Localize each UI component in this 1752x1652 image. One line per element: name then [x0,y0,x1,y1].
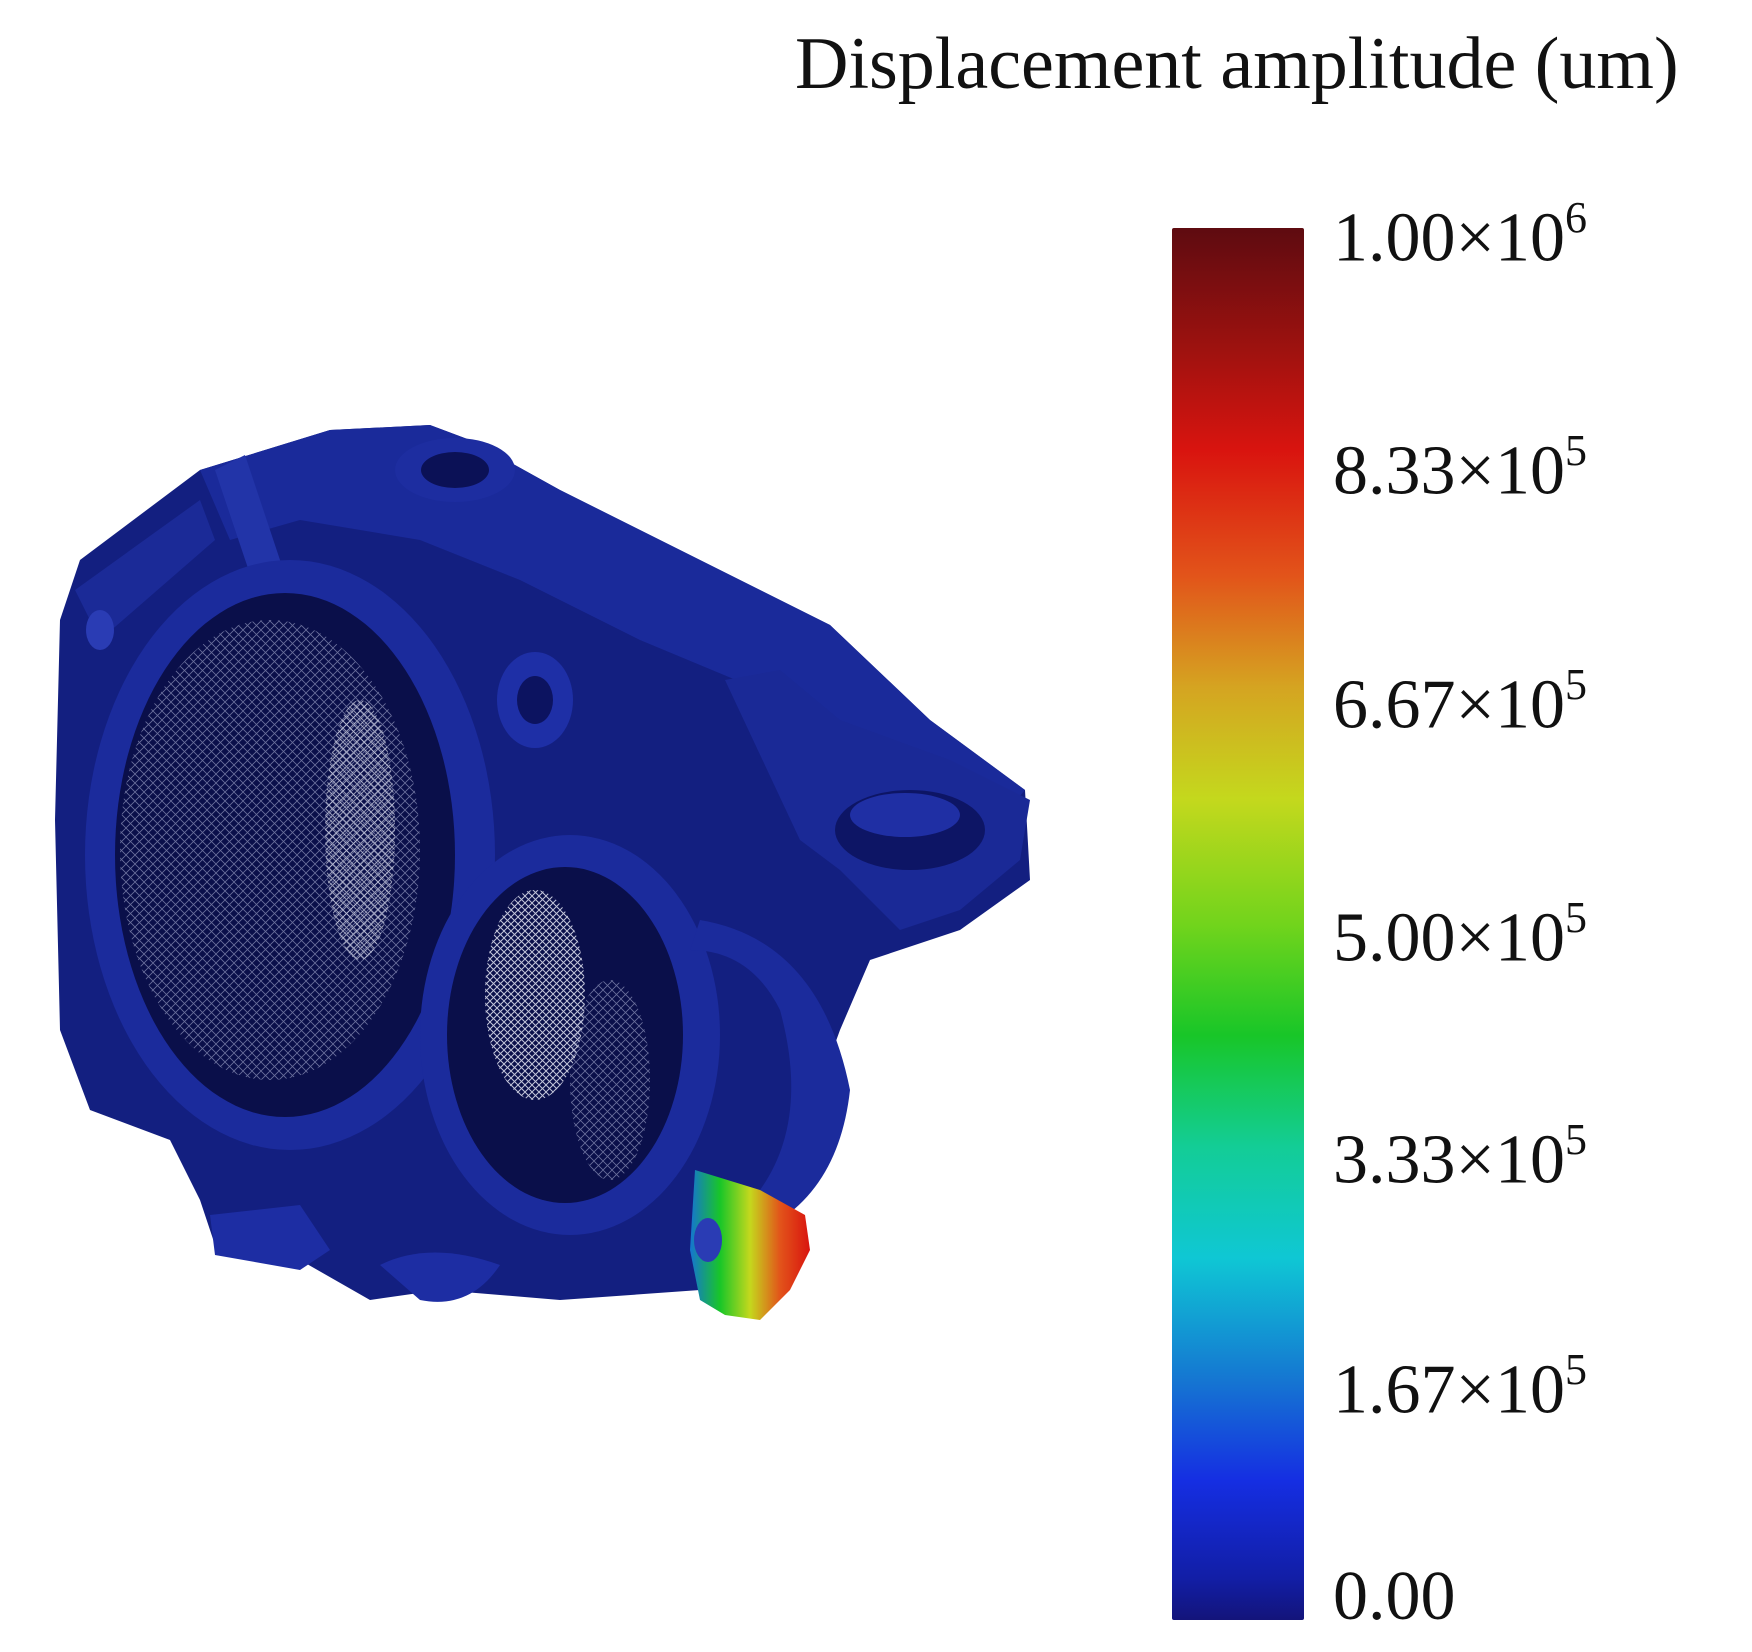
colorbar-tick-label: 8.33×105 [1333,426,1587,510]
colorbar-tick-label: 6.67×105 [1333,660,1587,744]
colorbar-tick-label: 5.00×105 [1333,893,1587,977]
hotspot-lug [690,1170,810,1320]
colorbar-tick-label: 1.67×105 [1333,1345,1587,1429]
colorbar [1172,228,1304,1620]
colorbar-tick-label: 0.00 [1333,1558,1456,1635]
colorbar-tick-label: 3.33×105 [1333,1115,1587,1199]
housing-top-face [200,425,1025,820]
legend-title: Displacement amplitude (um) [795,23,1679,105]
colorbar-tick-label: 1.00×106 [1333,193,1587,277]
